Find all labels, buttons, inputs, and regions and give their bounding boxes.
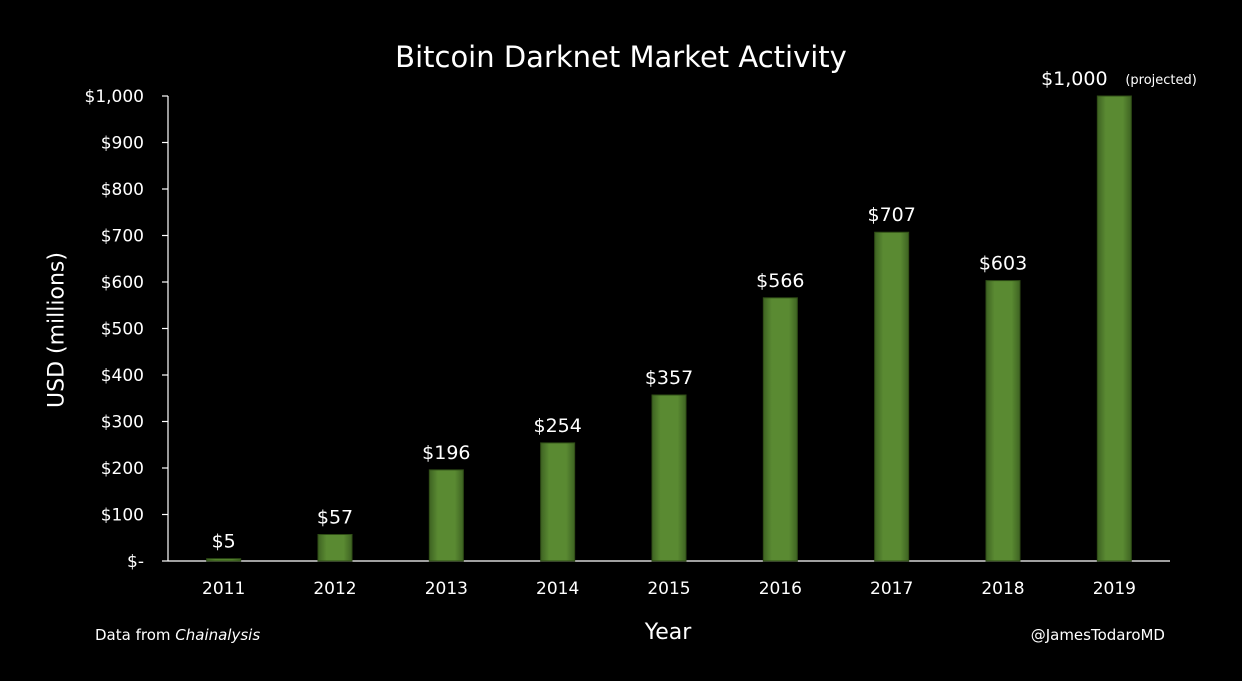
data-label-2014: $254 [533,415,581,437]
x-axis-label: Year [644,620,692,645]
bar-2011 [206,558,242,562]
data-label-2015: $357 [645,367,693,389]
source-prefix: Data from [95,626,176,644]
y-tick-label: $200 [101,459,144,479]
bar-2012 [317,533,353,562]
data-label-2013: $196 [422,442,470,464]
data-label-2019: $1,000 [1041,68,1107,90]
bar-2018 [985,280,1021,562]
y-axis: $- $100 $200 $300 $400 $500 $600 $700 $800 $900 $1… [85,87,1170,572]
source-note: Data from Chainalysis [95,626,260,644]
bar-2013 [428,469,464,562]
x-tick-label: 2017 [870,579,913,599]
x-tick-label: 2018 [981,579,1024,599]
y-tick-label: $1,000 [85,87,144,107]
chart-title: Bitcoin Darknet Market Activity [395,40,847,74]
x-tick-label: 2012 [313,579,356,599]
y-tick-label: $600 [101,273,144,293]
y-tick-label: $400 [101,366,144,386]
bar-2014 [540,442,576,562]
data-label-2018: $603 [979,253,1027,275]
y-axis-label: USD (millions) [44,252,70,408]
data-label-2012: $57 [317,506,353,528]
x-tick-label: 2014 [536,579,579,599]
x-tick-label: 2015 [647,579,690,599]
data-label-2017: $707 [867,204,915,226]
author-handle: @JamesTodaroMD [1030,626,1165,644]
y-tick-label: $300 [101,413,144,433]
data-label-2016: $566 [756,270,804,292]
x-tick-label: 2011 [202,579,245,599]
y-tick-label: $- [127,552,144,572]
x-axis: 2011 2012 2013 2014 2015 2016 2017 2018 2019 [202,579,1136,599]
y-tick-label: $100 [101,506,144,526]
y-tick-label: $700 [101,227,144,247]
x-tick-label: 2016 [759,579,802,599]
bar-2017 [874,231,910,562]
y-tick-label: $800 [101,180,144,200]
bar-2016 [762,297,798,562]
bars [206,95,1132,562]
y-tick-label: $500 [101,320,144,340]
x-tick-label: 2013 [425,579,468,599]
annotation-projected: (projected) [1125,73,1197,88]
y-tick-label: $900 [101,134,144,154]
x-tick-label: 2019 [1093,579,1136,599]
bar-2019 [1096,95,1132,562]
bar-2015 [651,394,687,562]
data-labels: $5 $57 $196 $254 $357 $566 $707 $603 $1,000 (proj… [212,68,1197,553]
data-label-2011: $5 [212,531,236,553]
source-name: Chainalysis [175,626,261,644]
